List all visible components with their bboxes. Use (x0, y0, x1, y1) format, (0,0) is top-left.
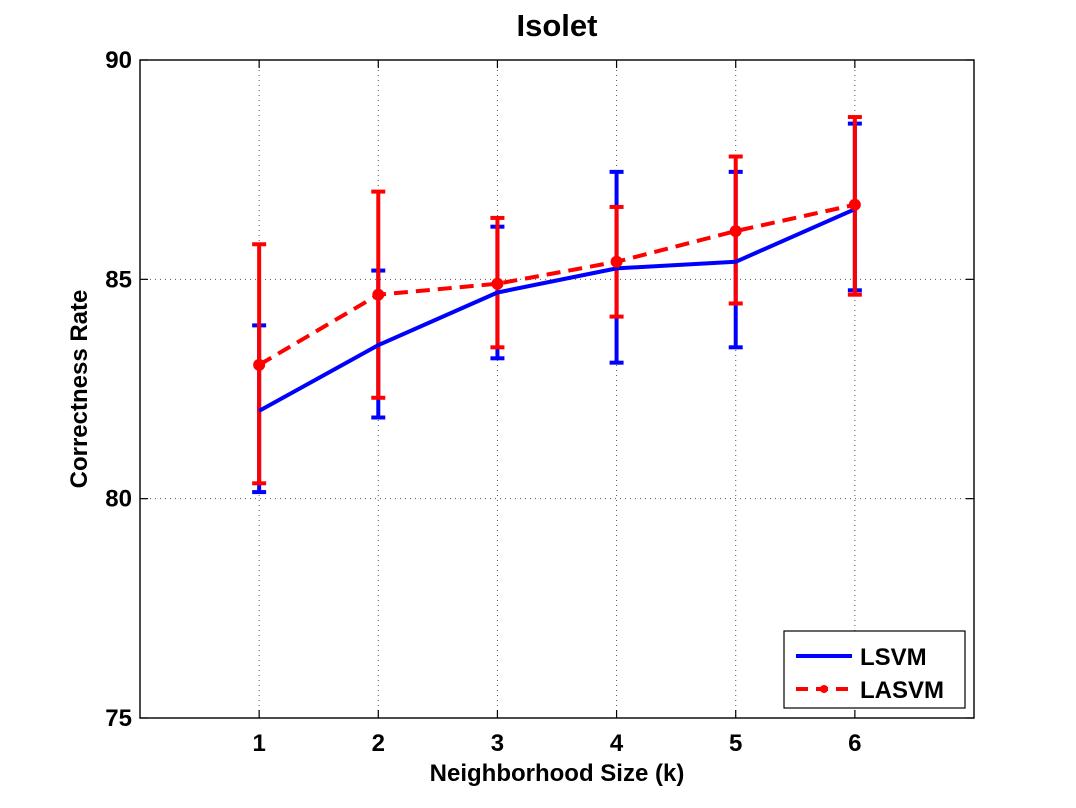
x-tick-label: 1 (252, 730, 265, 757)
x-axis-label: Neighborhood Size (k) (430, 760, 685, 787)
chart-title: Isolet (517, 8, 598, 43)
legend-label-lsvm: LSVM (860, 644, 927, 671)
x-tick-label: 3 (491, 730, 504, 757)
legend-box (783, 630, 966, 709)
y-tick-label: 90 (105, 47, 132, 74)
x-tick-labels: 1 2 3 4 5 6 (252, 730, 861, 757)
x-tick-label: 6 (848, 730, 861, 757)
legend: LSVM LASVM (783, 630, 966, 709)
data-point-lasvm (253, 358, 266, 371)
x-tick-label: 4 (610, 730, 624, 757)
y-tick-label: 75 (105, 705, 132, 732)
y-tick-label: 80 (105, 486, 132, 513)
data-point-lasvm (729, 225, 742, 238)
axis-ticks (140, 59, 974, 719)
series-lines (258, 202, 856, 413)
series-line-lasvm (258, 202, 856, 367)
x-tick-label: 2 (372, 730, 385, 757)
legend-label-lasvm: LASVM (860, 677, 944, 704)
data-point-lasvm (491, 277, 504, 290)
data-point-lasvm (610, 255, 623, 268)
y-tick-labels: 75 80 85 90 (105, 47, 132, 732)
y-axis-label: Correctness Rate (66, 290, 93, 489)
y-tick-label: 85 (105, 266, 132, 293)
data-point-lasvm (372, 288, 385, 301)
series-markers (253, 198, 861, 371)
data-point-lasvm (848, 198, 861, 211)
series-line-lsvm (258, 207, 856, 413)
legend-marker-lasvm (820, 685, 828, 693)
x-tick-label: 5 (729, 730, 742, 757)
plot-area-frame (139, 59, 975, 719)
